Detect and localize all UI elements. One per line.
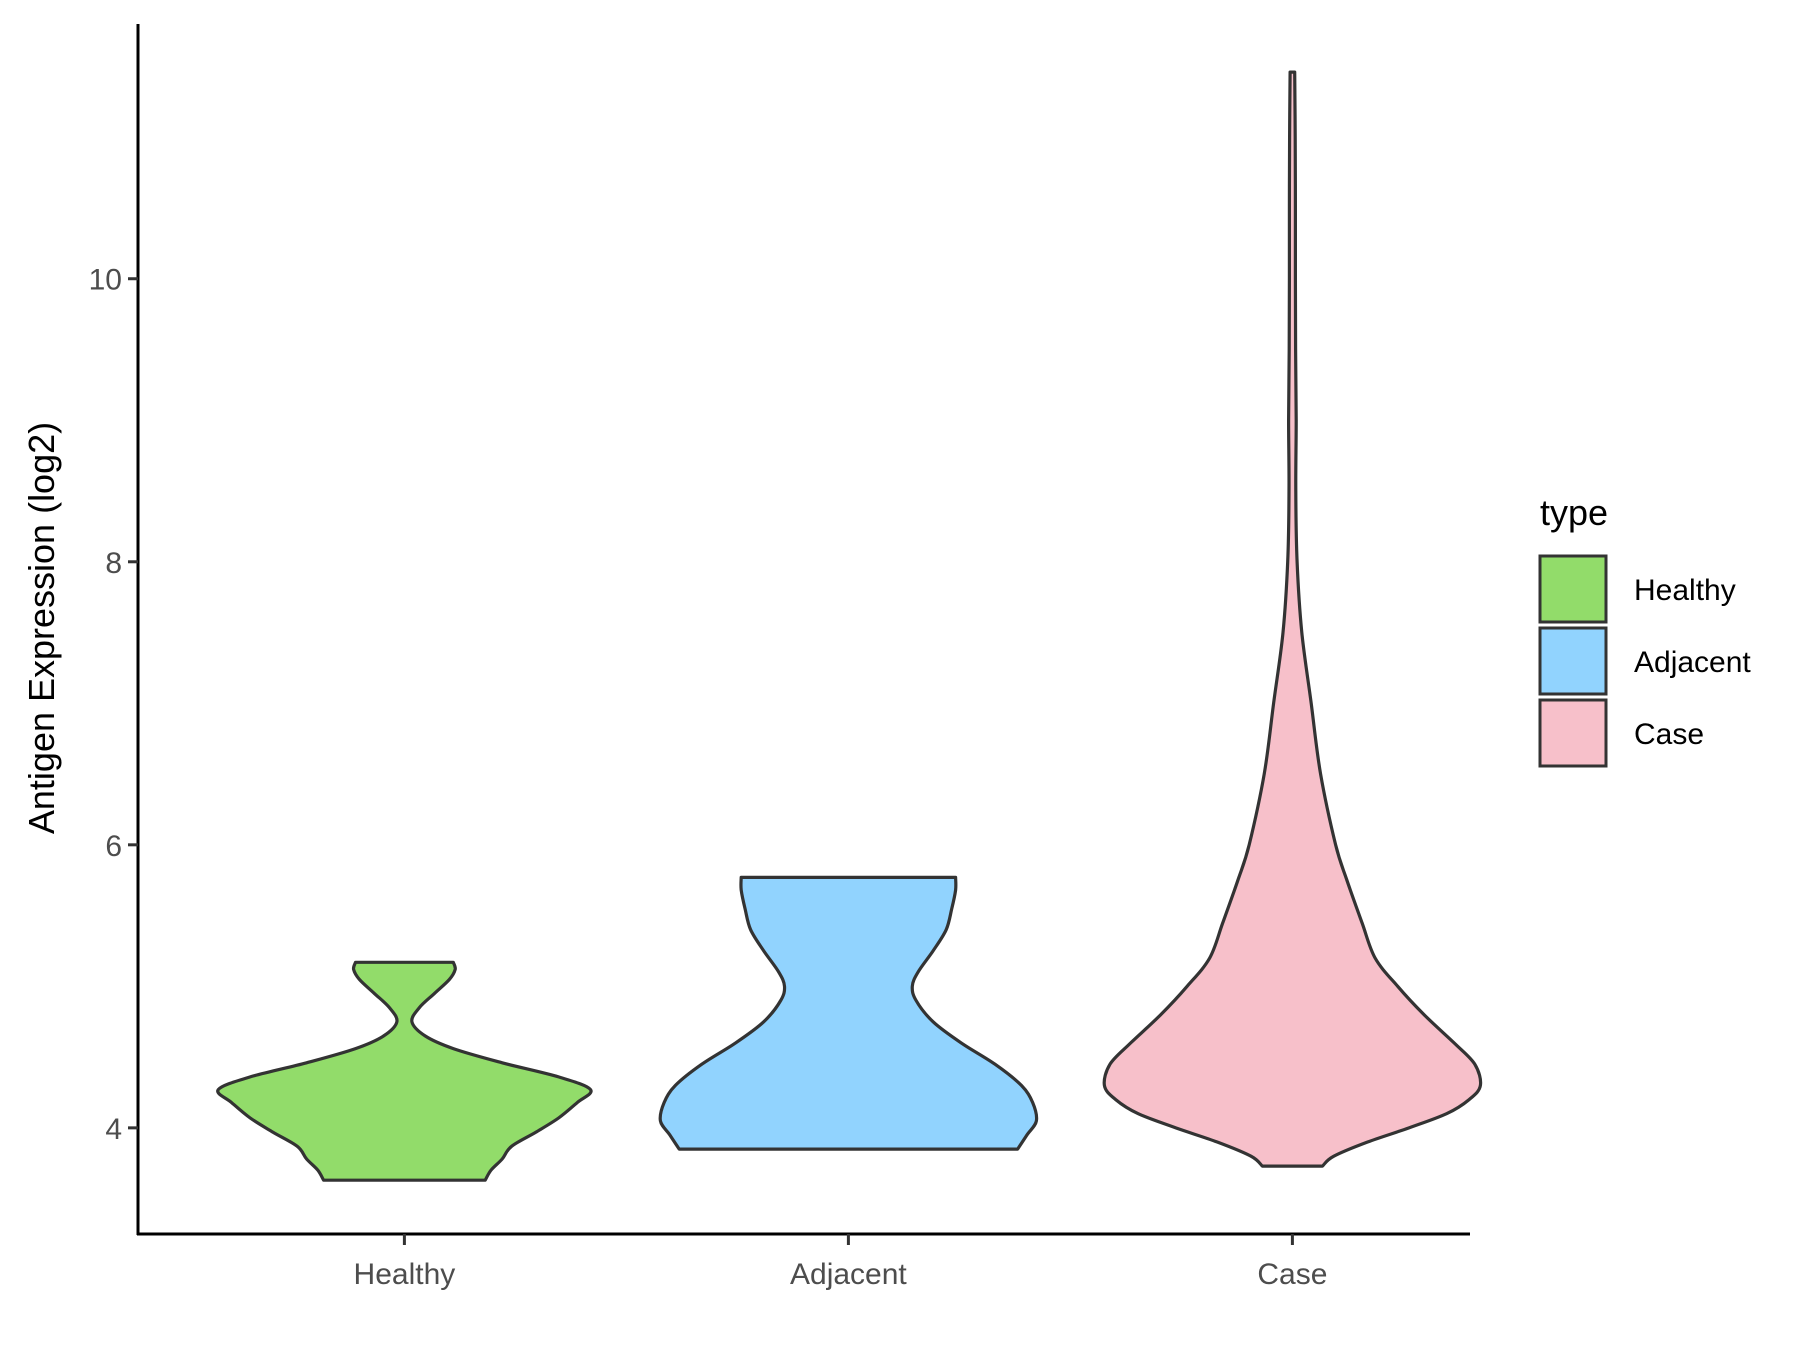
y-tick-label: 6 xyxy=(105,830,122,863)
legend-key-adjacent xyxy=(1538,626,1608,696)
legend-title: type xyxy=(1540,492,1608,533)
legend-label-adjacent: Adjacent xyxy=(1634,646,1751,679)
y-tick-label: 4 xyxy=(105,1113,122,1146)
y-tick-label: 10 xyxy=(89,264,122,297)
legend-label-healthy: Healthy xyxy=(1634,574,1736,607)
y-axis-ticks: 4 6 8 10 xyxy=(89,264,138,1146)
legend: type Healthy Adjacent Case xyxy=(1538,492,1751,768)
legend-label-case: Case xyxy=(1634,718,1704,751)
y-axis-title: Antigen Expression (log2) xyxy=(21,422,62,834)
x-tick-label-case: Case xyxy=(1257,1258,1327,1291)
x-tick-label-adjacent: Adjacent xyxy=(790,1258,907,1291)
legend-key-healthy xyxy=(1538,554,1608,624)
axes xyxy=(136,24,1470,1236)
x-tick-label-healthy: Healthy xyxy=(354,1258,456,1291)
y-tick-label: 8 xyxy=(105,547,122,580)
violin-healthy xyxy=(216,960,593,1182)
legend-key-case xyxy=(1538,698,1608,768)
legend-entries: Healthy Adjacent Case xyxy=(1538,554,1751,768)
violin-case xyxy=(1102,70,1483,1168)
violin-layer xyxy=(216,70,1483,1182)
violin-adjacent xyxy=(658,875,1039,1151)
x-axis-ticks: Healthy Adjacent Case xyxy=(354,1234,1327,1291)
